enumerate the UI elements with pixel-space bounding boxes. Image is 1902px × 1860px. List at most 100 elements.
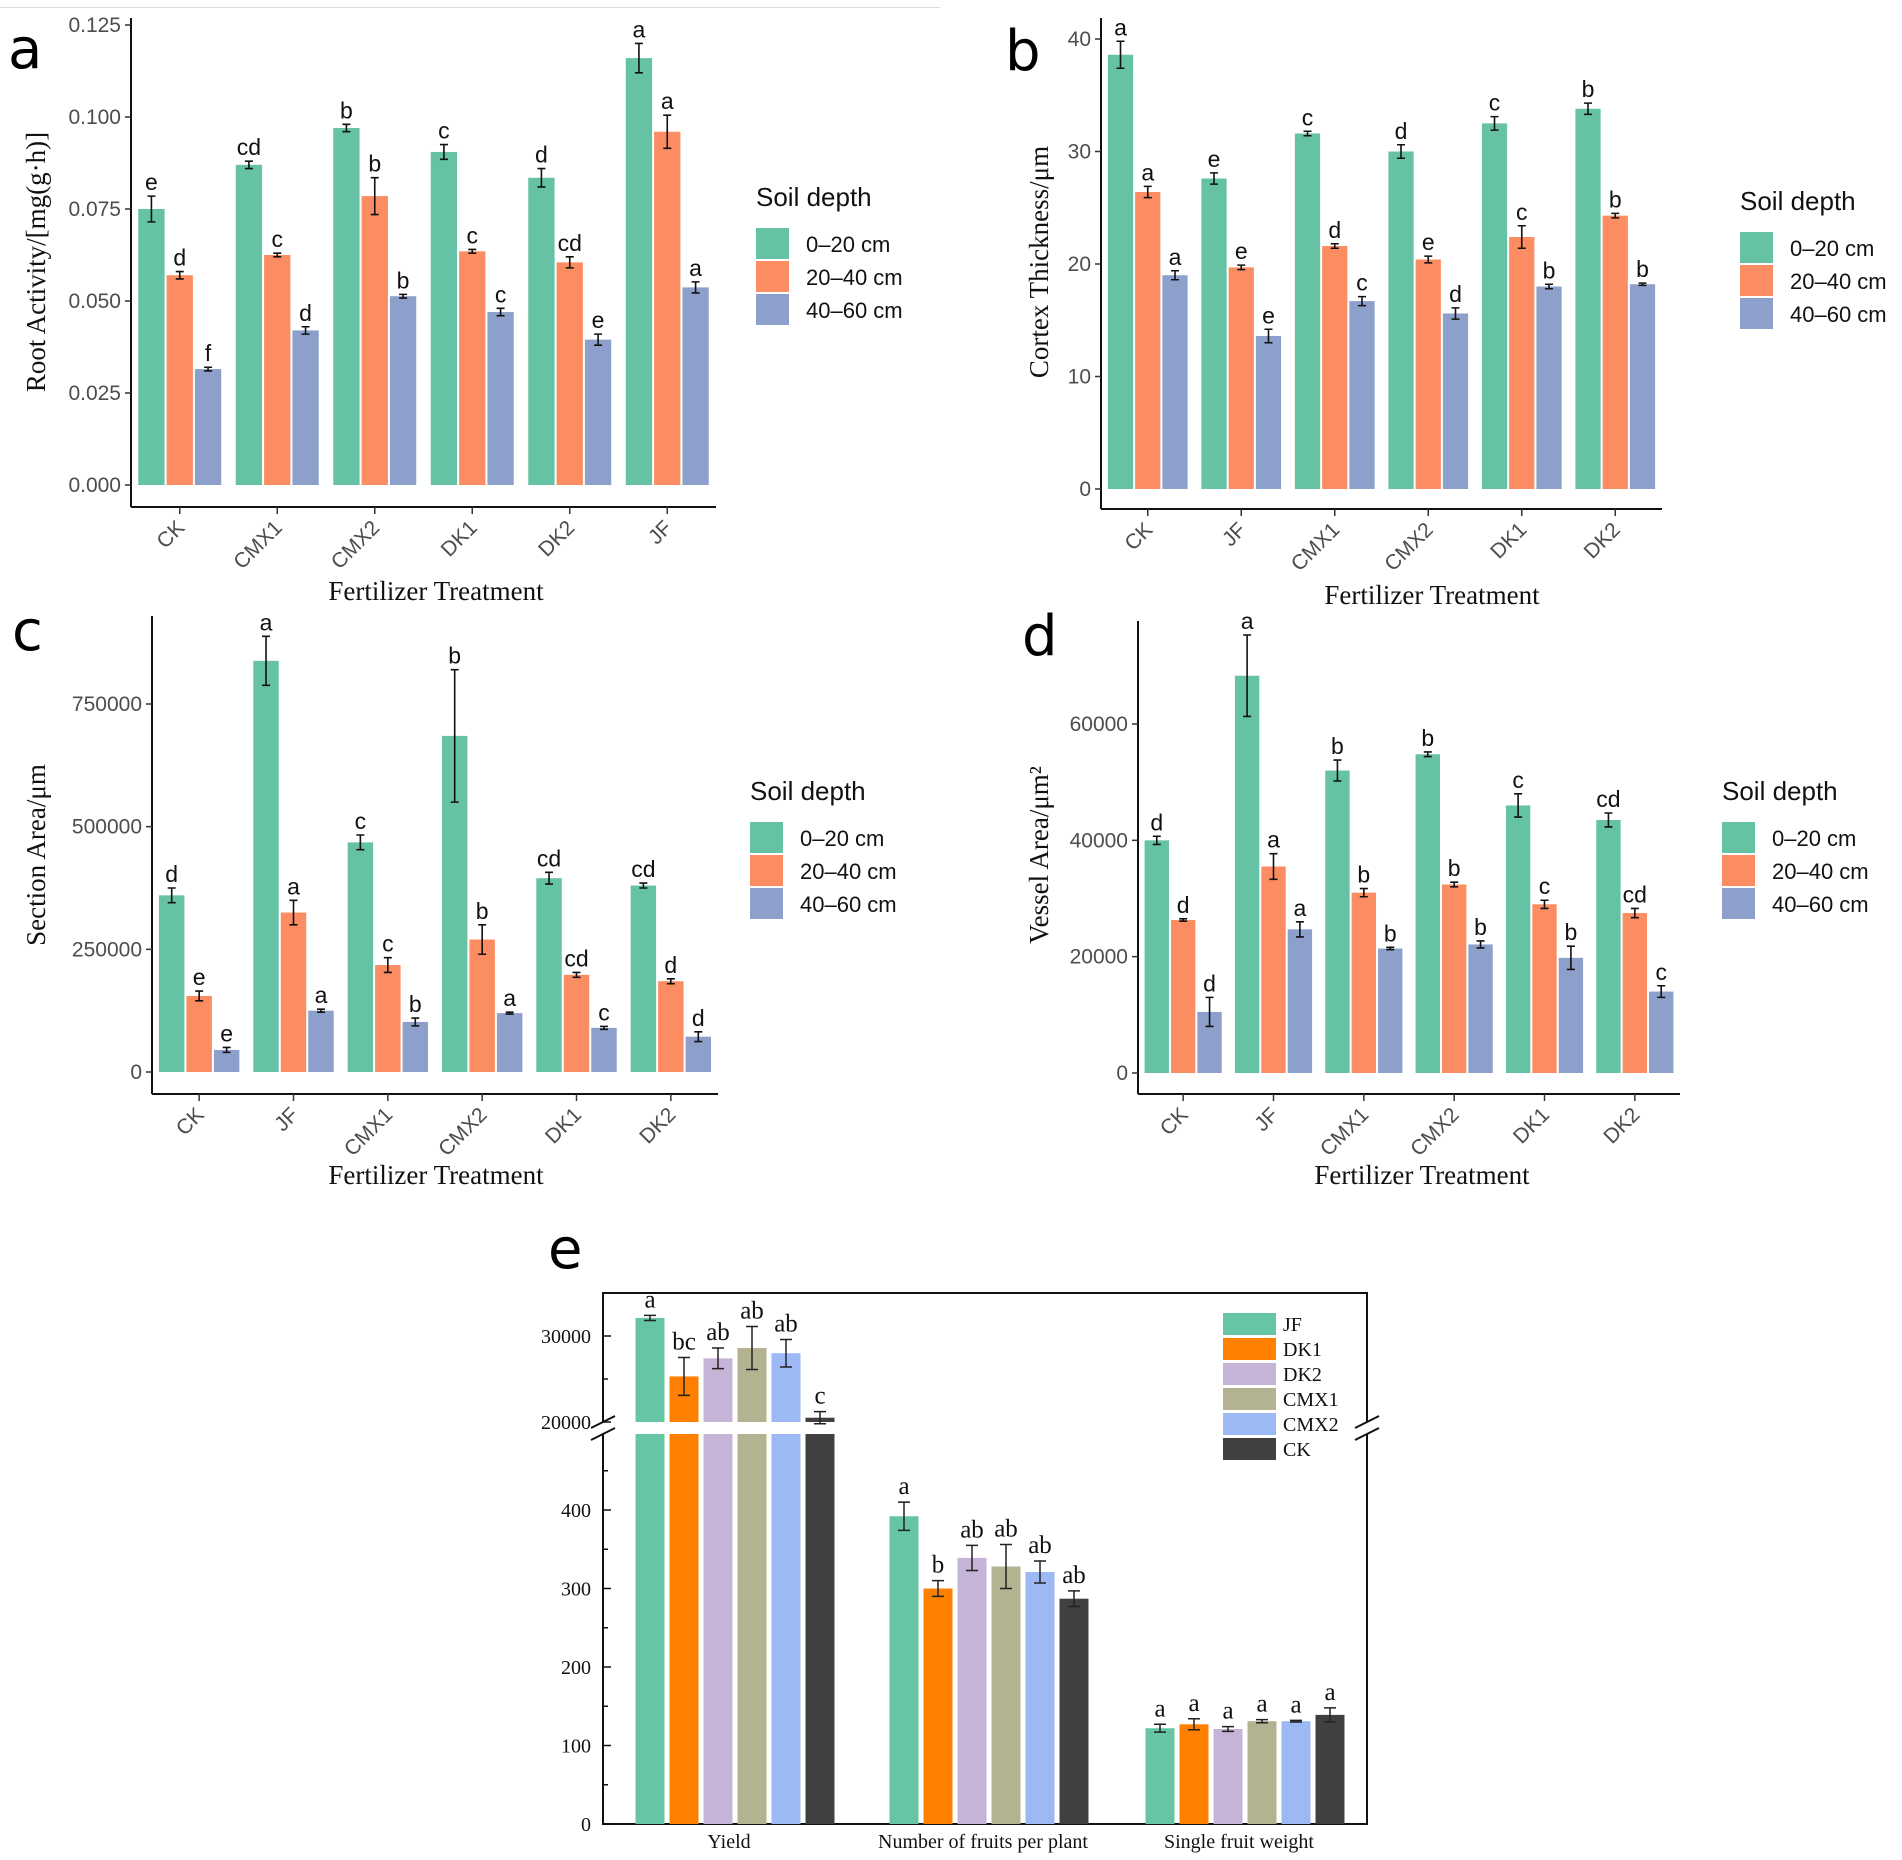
- error-bar: [195, 990, 204, 1002]
- x-tick-label: CMX1: [340, 1103, 398, 1161]
- significance-label: d: [165, 861, 178, 887]
- legend-label: JF: [1283, 1314, 1302, 1336]
- significance-label: b: [409, 991, 422, 1017]
- error-bar: [712, 1347, 724, 1370]
- bar: [1378, 948, 1403, 1073]
- x-tick-label: CK: [1156, 1103, 1193, 1140]
- significance-label: b: [1582, 76, 1595, 102]
- legend-label: 0–20 cm: [1790, 236, 1874, 261]
- bar: [1415, 754, 1440, 1073]
- error-bar: [1540, 899, 1549, 910]
- significance-label: c: [355, 808, 367, 834]
- significance-label: d: [692, 1005, 705, 1031]
- bar: [1325, 770, 1350, 1073]
- x-tick-label: DK1: [541, 1103, 586, 1148]
- error-bar: [1514, 793, 1523, 818]
- x-tick-label: CMX2: [434, 1103, 492, 1161]
- error-bar: [301, 325, 310, 335]
- significance-label: b: [1543, 257, 1556, 283]
- error-bar: [399, 293, 408, 299]
- significance-label: d: [535, 142, 548, 168]
- significance-label: c: [1356, 270, 1368, 296]
- significance-label: c: [1302, 104, 1314, 130]
- y-tick-label: 200: [561, 1657, 591, 1679]
- significance-label: ab: [740, 1298, 764, 1325]
- error-bar: [746, 1325, 758, 1371]
- significance-label: d: [299, 300, 312, 326]
- significance-label: d: [173, 245, 186, 271]
- bar: [591, 1027, 617, 1072]
- significance-label: b: [1421, 725, 1434, 751]
- bar: [1602, 215, 1628, 489]
- error-bar: [537, 167, 546, 188]
- error-bar: [1333, 759, 1342, 782]
- error-bar: [1657, 984, 1666, 999]
- bar: [1213, 1729, 1243, 1824]
- bar: [1228, 267, 1254, 489]
- error-bar: [1324, 1707, 1336, 1723]
- error-bar: [1210, 172, 1219, 185]
- bar: [1622, 913, 1648, 1073]
- bar: [630, 885, 657, 1072]
- panel-label: b: [1005, 19, 1041, 84]
- bar: [1261, 866, 1286, 1073]
- significance-label: a: [633, 16, 646, 42]
- x-tick-label: Number of fruits per plant: [878, 1831, 1088, 1853]
- significance-label: a: [1154, 1695, 1165, 1722]
- x-axis-title: Fertilizer Treatment: [328, 576, 544, 606]
- significance-label: e: [220, 1020, 233, 1046]
- error-bar: [1143, 185, 1152, 199]
- significance-label: a: [1290, 1691, 1301, 1718]
- bar: [430, 151, 458, 485]
- bar: [166, 275, 193, 485]
- bar: [1135, 192, 1161, 489]
- axis-break-mark: [1354, 1415, 1380, 1429]
- significance-label: c: [1516, 199, 1528, 225]
- legend-swatch: [750, 822, 783, 853]
- y-axis-title: Root Activity/[mg(g·h)]: [21, 132, 51, 392]
- error-bar: [1264, 328, 1273, 344]
- x-tick-label: CK: [152, 516, 189, 553]
- bar: [1415, 259, 1441, 489]
- bar: [584, 339, 612, 485]
- legend-label: 40–60 cm: [1772, 892, 1869, 917]
- significance-label: ab: [1062, 1562, 1086, 1589]
- significance-label: a: [260, 609, 273, 635]
- bar: [1596, 819, 1621, 1073]
- bar: [496, 1013, 523, 1072]
- bar: [308, 1010, 334, 1072]
- error-bar: [1638, 282, 1647, 287]
- significance-label: d: [1177, 892, 1190, 918]
- bar: [1025, 1572, 1055, 1824]
- error-bar: [1170, 269, 1179, 281]
- error-bar: [383, 956, 392, 974]
- error-bar: [356, 834, 365, 851]
- y-tick-label: 0.025: [68, 382, 121, 405]
- legend-swatch: [1223, 1388, 1276, 1410]
- error-bar: [450, 668, 459, 803]
- legend-title: Soil depth: [750, 776, 866, 806]
- panel-label: d: [1022, 604, 1058, 669]
- bar: [1481, 123, 1508, 489]
- error-bar: [1386, 946, 1395, 951]
- error-bar: [262, 635, 271, 687]
- x-axis-title: Fertilizer Treatment: [328, 1160, 544, 1190]
- bar: [1179, 1724, 1209, 1824]
- error-bar: [1205, 996, 1214, 1028]
- y-tick-label: 20000: [541, 1412, 591, 1434]
- significance-label: b: [932, 1552, 945, 1579]
- bar: [528, 177, 555, 485]
- bar: [235, 164, 263, 485]
- significance-label: c: [467, 222, 479, 248]
- error-bar: [1451, 307, 1460, 320]
- bar: [389, 296, 417, 485]
- bar: [347, 842, 374, 1072]
- axis-break-mark: [1354, 1427, 1380, 1441]
- y-tick-label: 0: [130, 1061, 142, 1084]
- x-tick-label: CK: [1120, 518, 1157, 555]
- significance-label: a: [661, 88, 674, 114]
- significance-label: b: [476, 898, 489, 924]
- error-bar: [1424, 255, 1433, 264]
- chart-panel-d: d 0 20000 40000 60000 CK d d d JF a a a CMX1 b b b CMX2 b b…: [1022, 604, 1869, 1190]
- significance-label: a: [1241, 608, 1254, 634]
